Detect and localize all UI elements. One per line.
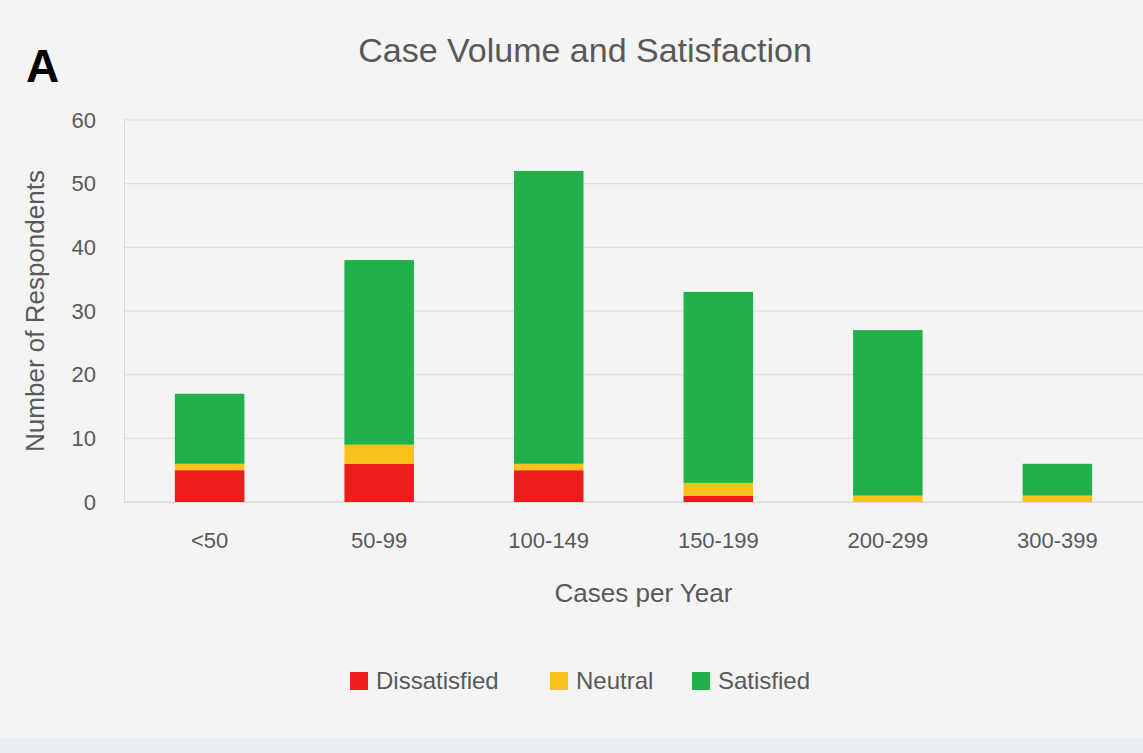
x-tick: 200-299 bbox=[847, 502, 928, 553]
bar-segment bbox=[514, 171, 584, 464]
bar-segment bbox=[684, 483, 754, 496]
bar-segment bbox=[175, 394, 245, 464]
y-tick: 60 bbox=[72, 108, 124, 133]
bar-segment bbox=[344, 464, 414, 502]
series bbox=[175, 171, 1092, 496]
y-tick: 10 bbox=[72, 426, 124, 451]
bar-segment bbox=[684, 496, 754, 502]
y-axis-title: Number of Respondents bbox=[20, 170, 50, 452]
x-tick-label: 150-199 bbox=[678, 528, 759, 553]
grid-line bbox=[124, 374, 1143, 375]
x-axis-line bbox=[125, 502, 1143, 503]
y-axis: 0 10 20 30 40 50 60 bbox=[72, 108, 125, 515]
panel-label: A bbox=[26, 40, 59, 92]
bar-segment bbox=[514, 464, 584, 470]
legend-label: Neutral bbox=[576, 667, 653, 694]
bar-segment bbox=[1023, 496, 1093, 502]
bar-segment bbox=[175, 470, 245, 502]
x-axis-title: Cases per Year bbox=[555, 578, 733, 608]
chart: 0 10 20 30 40 50 60 <50 50-99 100-149 150-199 200-2… bbox=[0, 0, 1143, 753]
bar-segment bbox=[684, 292, 754, 483]
grid-line bbox=[124, 502, 1143, 503]
bar-segment bbox=[853, 330, 923, 496]
legend-item: Satisfied bbox=[692, 667, 810, 694]
grid-line bbox=[124, 247, 1143, 248]
legend-item: Dissatisfied bbox=[350, 667, 499, 694]
y-tick-label: 20 bbox=[72, 362, 96, 387]
y-tick-label: 30 bbox=[72, 299, 96, 324]
bar-segment bbox=[514, 470, 584, 502]
series bbox=[175, 445, 1092, 502]
bar-segment bbox=[344, 260, 414, 445]
x-tick-label: 300-399 bbox=[1017, 528, 1098, 553]
legend-swatch bbox=[550, 672, 568, 690]
y-tick: 40 bbox=[72, 235, 124, 260]
legend: Dissatisfied Neutral Satisfied bbox=[350, 667, 810, 694]
y-tick: 50 bbox=[72, 171, 124, 196]
grid-line bbox=[124, 120, 1143, 121]
x-tick-label: 50-99 bbox=[351, 528, 407, 553]
grid bbox=[124, 120, 1143, 502]
grid-line bbox=[124, 183, 1143, 184]
y-tick: 20 bbox=[72, 362, 124, 387]
grid-line bbox=[124, 311, 1143, 312]
bars bbox=[175, 171, 1092, 502]
x-tick-label: 100-149 bbox=[508, 528, 589, 553]
bar-segment bbox=[853, 496, 923, 502]
title: Case Volume and Satisfaction bbox=[358, 31, 812, 69]
legend-item: Neutral bbox=[550, 667, 653, 694]
x-tick: 100-149 bbox=[508, 502, 589, 553]
footer-band bbox=[0, 738, 1143, 753]
y-tick: 0 bbox=[84, 490, 124, 515]
y-tick-label: 10 bbox=[72, 426, 96, 451]
y-axis-line bbox=[124, 121, 125, 503]
legend-label: Satisfied bbox=[718, 667, 810, 694]
y-tick: 30 bbox=[72, 299, 124, 324]
grid-line bbox=[124, 438, 1143, 439]
x-tick: 50-99 bbox=[351, 502, 407, 553]
bar-segment bbox=[175, 464, 245, 470]
background bbox=[0, 0, 1143, 753]
x-axis: <50 50-99 100-149 150-199 200-299 300-399 bbox=[125, 502, 1143, 553]
series bbox=[175, 464, 753, 502]
y-tick-label: 40 bbox=[72, 235, 96, 260]
bar-segment bbox=[1023, 464, 1093, 496]
legend-label: Dissatisfied bbox=[376, 667, 499, 694]
x-tick-label: 200-299 bbox=[847, 528, 928, 553]
x-tick: 300-399 bbox=[1017, 502, 1098, 553]
x-tick: <50 bbox=[191, 502, 228, 553]
y-tick-label: 50 bbox=[72, 171, 96, 196]
legend-swatch bbox=[350, 672, 368, 690]
bar-segment bbox=[344, 445, 414, 464]
x-tick: 150-199 bbox=[678, 502, 759, 553]
y-tick-label: 60 bbox=[72, 108, 96, 133]
x-tick-label: <50 bbox=[191, 528, 228, 553]
legend-swatch bbox=[692, 672, 710, 690]
y-tick-label: 0 bbox=[84, 490, 96, 515]
